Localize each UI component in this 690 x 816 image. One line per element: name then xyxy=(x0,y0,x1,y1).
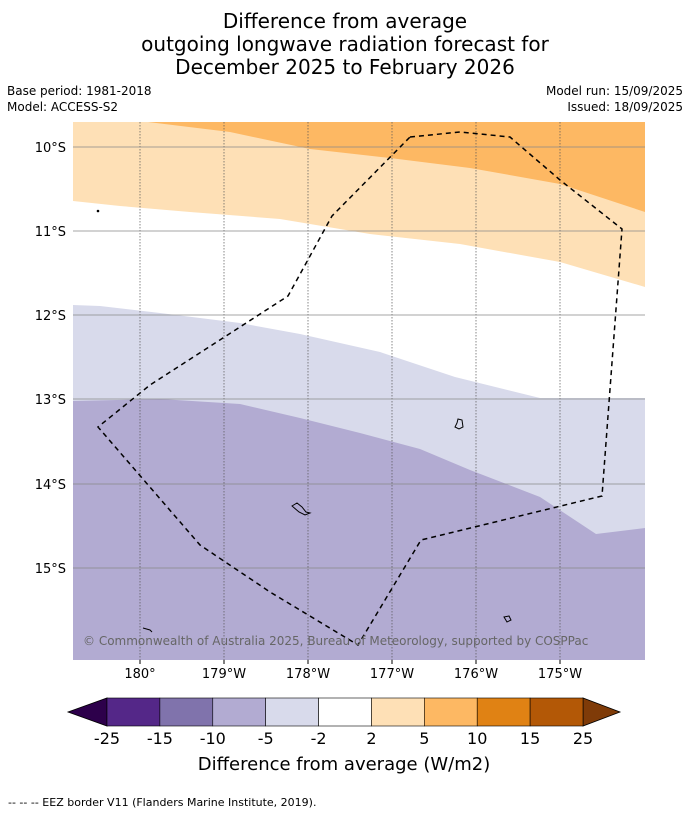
latitude-gridlines xyxy=(73,146,645,569)
lon-label-178w: 178°W xyxy=(286,667,330,682)
colorbar-cell xyxy=(318,697,372,727)
colorbar-cell xyxy=(529,697,584,727)
colorbar-cell xyxy=(212,697,266,727)
longitude-labels: 180° 179°W 178°W 177°W 176°W 175°W xyxy=(124,667,582,682)
lon-label-180: 180° xyxy=(124,667,155,682)
colorbar-tick-label: -15 xyxy=(147,729,173,748)
lat-label-14s: 14°S xyxy=(35,478,66,493)
colorbar-right-arrow xyxy=(582,697,622,727)
colorbar-cells xyxy=(106,697,584,727)
lon-label-177w: 177°W xyxy=(370,667,414,682)
lat-label-15s: 15°S xyxy=(35,562,66,577)
colorbar-tick-label: -5 xyxy=(258,729,274,748)
title-line-1: Difference from average xyxy=(222,9,468,33)
lat-label-11s: 11°S xyxy=(35,225,66,240)
copyright-notice: © Commonwealth of Australia 2025, Bureau… xyxy=(83,634,588,648)
issued-date: Issued: 18/09/2025 xyxy=(567,100,683,114)
colorbar-tick-label: 15 xyxy=(520,729,540,748)
latitude-labels: 10°S 11°S 12°S 13°S 14°S 15°S xyxy=(35,141,66,577)
lon-label-179w: 179°W xyxy=(202,667,246,682)
island-dot xyxy=(96,209,100,213)
colorbar: -25 -15 -10 -5 -2 2 5 10 15 25 Difference from av… xyxy=(66,697,622,775)
colorbar-tick-label: -10 xyxy=(200,729,226,748)
colorbar-cell xyxy=(424,697,478,727)
base-period: Base period: 1981-2018 xyxy=(7,84,152,98)
island-wallis xyxy=(291,502,312,516)
region-orange-mid xyxy=(148,122,645,212)
eez-footnote: -- -- -- EEZ border V11 (Flanders Marine… xyxy=(8,796,317,809)
colorbar-tick-label: 2 xyxy=(366,729,376,748)
lat-label-10s: 10°S xyxy=(35,141,66,156)
longitude-ticks xyxy=(139,660,561,664)
island-fiji-north xyxy=(142,627,153,633)
model-name: Model: ACCESS-S2 xyxy=(7,100,119,114)
islands xyxy=(96,209,512,633)
longitude-gridlines xyxy=(139,122,561,660)
island-small-south xyxy=(503,615,512,623)
lon-label-176w: 176°W xyxy=(454,667,498,682)
colorbar-ticks: -25 -15 -10 -5 -2 2 5 10 15 25 xyxy=(94,729,593,748)
colorbar-tick-label: -25 xyxy=(94,729,120,748)
colorbar-tick-label: 10 xyxy=(467,729,487,748)
anomaly-map: © Commonwealth of Australia 2025, Bureau… xyxy=(73,122,645,660)
colorbar-left-arrow xyxy=(66,697,108,727)
lat-label-12s: 12°S xyxy=(35,309,66,324)
colorbar-cell xyxy=(265,697,319,727)
colorbar-tick-label: -2 xyxy=(311,729,327,748)
colorbar-cell xyxy=(476,697,531,727)
colorbar-cell xyxy=(159,697,214,727)
colorbar-label: Difference from average (W/m2) xyxy=(198,754,490,775)
lat-label-13s: 13°S xyxy=(35,393,66,408)
title-line-3: December 2025 to February 2026 xyxy=(175,55,515,79)
model-run: Model run: 15/09/2025 xyxy=(545,84,683,98)
lon-label-175w: 175°W xyxy=(538,667,582,682)
colorbar-tick-label: 25 xyxy=(573,729,593,748)
colorbar-cell xyxy=(371,697,425,727)
title-line-2: outgoing longwave radiation forecast for xyxy=(141,32,549,56)
island-niuafo-ou xyxy=(454,418,464,430)
colorbar-tick-label: 5 xyxy=(419,729,429,748)
eez-border xyxy=(96,131,623,647)
colorbar-cell xyxy=(106,697,161,727)
